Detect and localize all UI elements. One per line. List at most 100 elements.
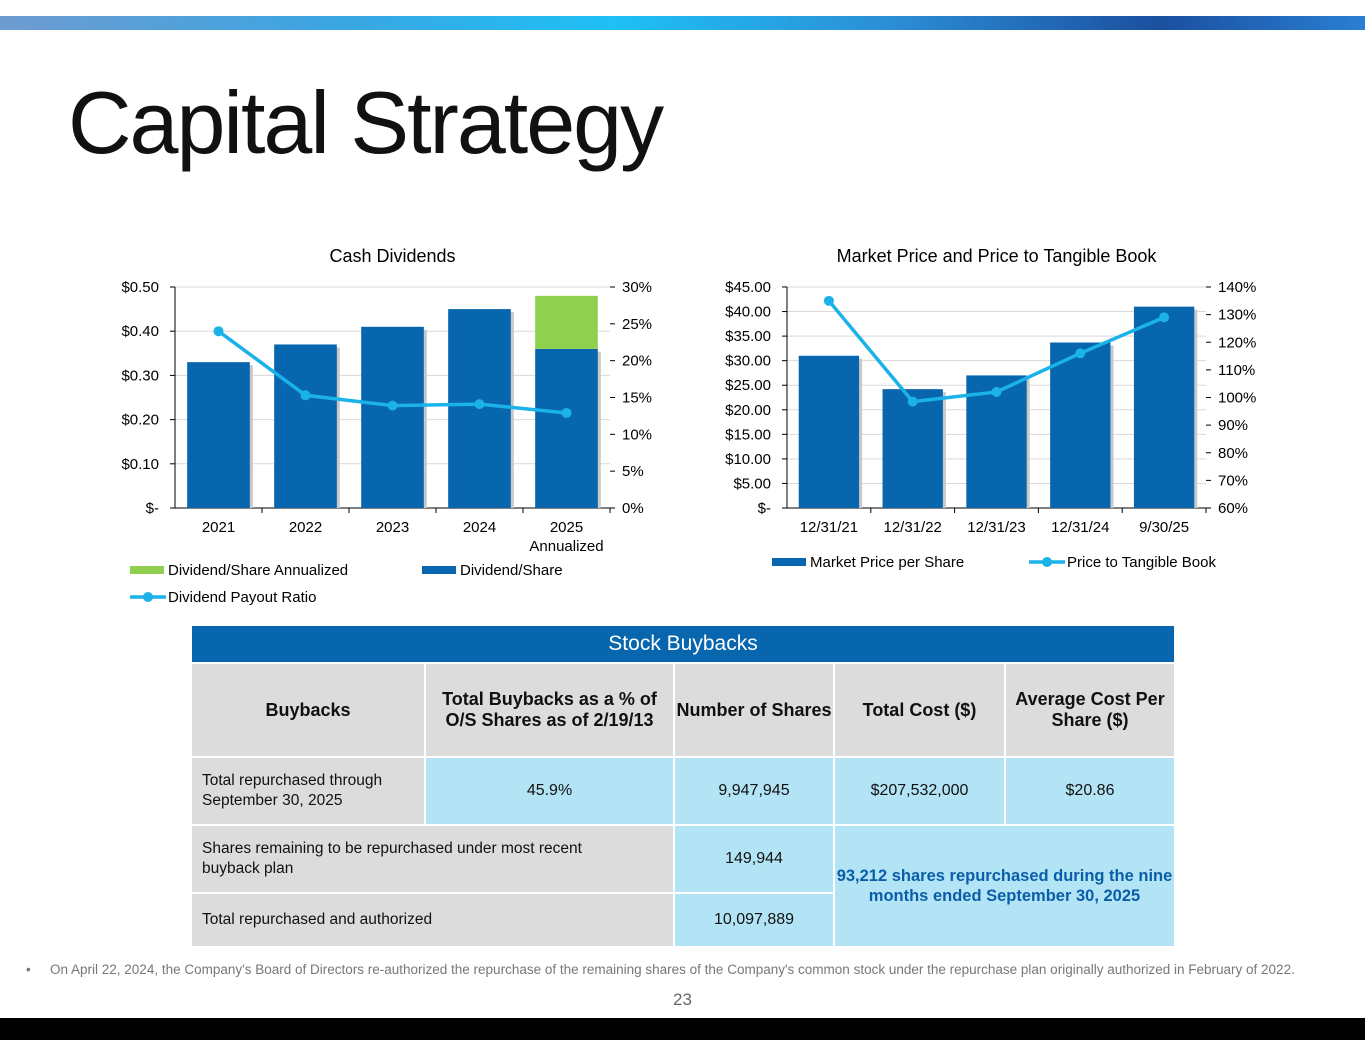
y-tick-label: $10.00 xyxy=(725,451,771,468)
footnote-bullet: • xyxy=(26,962,31,977)
bottom-bar xyxy=(0,1018,1365,1040)
y-tick-label: $0.50 xyxy=(121,279,159,296)
y-tick-label: $20.00 xyxy=(725,402,771,419)
y2-tick-label: 5% xyxy=(622,463,644,480)
bar-dividend-share xyxy=(361,326,424,508)
chart-title: Market Price and Price to Tangible Book xyxy=(837,246,1158,266)
legend-swatch-bar xyxy=(130,566,164,574)
y2-tick-label: 70% xyxy=(1218,472,1248,489)
bar-dividend-share xyxy=(187,362,250,508)
market-price-chart: Market Price and Price to Tangible Book $… xyxy=(725,246,1256,571)
legend-label: Dividend Payout Ratio xyxy=(168,589,316,606)
x-tick-label: 12/31/21 xyxy=(800,519,858,536)
table-row: Shares remaining to be repurchased under… xyxy=(190,824,1176,948)
line-point xyxy=(991,386,1002,397)
header-pct-outstanding: Total Buybacks as a % of O/S Shares as o… xyxy=(424,662,675,758)
y2-tick-label: 80% xyxy=(1218,445,1248,462)
legend-label: Market Price per Share xyxy=(810,554,964,571)
legend-label: Dividend/Share xyxy=(460,562,563,579)
y2-tick-label: 110% xyxy=(1218,362,1255,379)
y2-tick-label: 100% xyxy=(1218,390,1256,407)
row-label-shares-remaining: Shares remaining to be repurchased under… xyxy=(190,824,675,894)
y-tick-label: $15.00 xyxy=(725,426,771,443)
bar-market-price-per-share xyxy=(882,389,943,508)
line-point xyxy=(823,295,834,306)
y-tick-label: $0.10 xyxy=(121,456,159,473)
stock-buybacks-table: Stock Buybacks Buybacks Total Buybacks a… xyxy=(190,624,1176,948)
y2-tick-label: 90% xyxy=(1218,417,1248,434)
line-point xyxy=(474,399,485,410)
legend-swatch-bar xyxy=(422,566,456,574)
y2-tick-label: 0% xyxy=(622,500,644,517)
line-point xyxy=(213,326,224,337)
y-tick-label: $35.00 xyxy=(725,328,771,345)
y2-tick-label: 140% xyxy=(1218,279,1256,296)
x-tick-label: 2025 xyxy=(550,519,583,536)
row-label-total-authorized: Total repurchased and authorized xyxy=(190,892,675,948)
page-title: Capital Strategy xyxy=(68,73,664,172)
bar-market-price-per-share xyxy=(1133,306,1195,508)
page-number: 23 xyxy=(673,990,692,1009)
y-tick-label: $0.30 xyxy=(121,367,159,384)
legend-swatch-bar xyxy=(772,558,806,566)
cash-dividends-chart: Cash Dividends $- $0.10 $0.20 $0.30 $0.40 $0.5… xyxy=(121,246,652,606)
x-tick-label: 12/31/23 xyxy=(967,519,1025,536)
cell-cost: $207,532,000 xyxy=(833,756,1006,826)
x-tick-label: 9/30/25 xyxy=(1139,519,1189,536)
y2-tick-label: 15% xyxy=(622,390,652,407)
y-tick-label: $25.00 xyxy=(725,377,771,394)
y-tick-label: $- xyxy=(758,500,771,517)
line-point xyxy=(1075,348,1086,359)
cell-avg-cost: $20.86 xyxy=(1004,756,1176,826)
y-tick-label: $30.00 xyxy=(725,353,771,370)
header-number-of-shares: Number of Shares xyxy=(673,662,835,758)
line-point xyxy=(907,396,918,407)
y2-tick-label: 30% xyxy=(622,279,652,296)
header-buybacks: Buybacks xyxy=(190,662,426,758)
y-tick-label: $- xyxy=(146,500,159,517)
x-tick-label: 2021 xyxy=(202,519,235,536)
y-tick-label: $40.00 xyxy=(725,304,771,321)
line-point xyxy=(1159,312,1170,323)
table-title: Stock Buybacks xyxy=(190,624,1176,664)
top-gradient-bar xyxy=(0,16,1365,30)
y2-tick-label: 20% xyxy=(622,353,652,370)
header-total-cost: Total Cost ($) xyxy=(833,662,1006,758)
line-point xyxy=(561,407,572,418)
y-tick-label: $45.00 xyxy=(725,279,771,296)
bar-market-price-per-share xyxy=(1050,342,1111,508)
y2-tick-label: 25% xyxy=(622,316,652,333)
line-point xyxy=(300,390,311,401)
y2-tick-label: 60% xyxy=(1218,500,1248,517)
header-average-cost: Average Cost Per Share ($) xyxy=(1004,662,1176,758)
legend-swatch-point xyxy=(143,592,153,602)
y-tick-label: $0.40 xyxy=(121,323,159,340)
chart-title: Cash Dividends xyxy=(329,246,455,266)
x-tick-label: Annualized xyxy=(529,538,603,555)
cell-shares: 9,947,945 xyxy=(673,756,835,826)
legend-label: Dividend/Share Annualized xyxy=(168,562,348,579)
table-row: Total repurchased through September 30, … xyxy=(190,756,1176,826)
y2-tick-label: 10% xyxy=(622,426,652,443)
x-tick-label: 2024 xyxy=(463,519,496,536)
x-tick-label: 12/31/22 xyxy=(884,519,942,536)
line-point xyxy=(387,400,398,411)
bar-market-price-per-share xyxy=(966,375,1027,508)
bar-dividend-annualized xyxy=(535,295,598,349)
bar-dividend-share xyxy=(535,348,598,508)
y-tick-label: $0.20 xyxy=(121,412,159,429)
cell-pct: 45.9% xyxy=(424,756,675,826)
footnote-text: On April 22, 2024, the Company's Board o… xyxy=(50,962,1295,977)
footnote: • On April 22, 2024, the Company's Board… xyxy=(26,962,1326,978)
bar-dividend-share xyxy=(274,344,337,508)
bar-market-price-per-share xyxy=(798,355,860,508)
table-row: Total repurchased and authorized 10,097,… xyxy=(190,892,1175,948)
x-tick-label: 2022 xyxy=(289,519,322,536)
legend-label: Price to Tangible Book xyxy=(1067,554,1216,571)
x-tick-label: 12/31/24 xyxy=(1051,519,1109,536)
y-tick-label: $5.00 xyxy=(733,475,771,492)
nine-month-note: 93,212 shares repurchased during the nin… xyxy=(833,824,1176,948)
y2-tick-label: 130% xyxy=(1218,307,1256,324)
x-tick-label: 2023 xyxy=(376,519,409,536)
cell-shares-remaining: 149,944 xyxy=(673,824,835,894)
